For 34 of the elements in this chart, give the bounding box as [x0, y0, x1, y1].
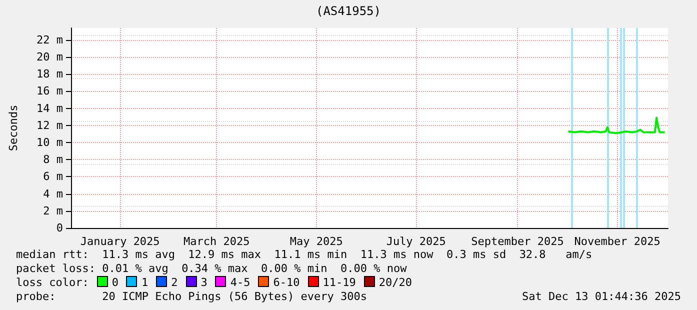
y-tick-label: 18 m — [36, 68, 64, 81]
text: 3 — [200, 276, 208, 289]
text: packet loss: 0.01 % avg 0.34 % max 0.00 % min 0.00 % now — [16, 262, 407, 275]
x-tick-label: July 2025 — [386, 235, 446, 248]
x-tick-label: January 2025 — [80, 235, 160, 248]
x-tick-label: September 2025 — [471, 235, 564, 248]
y-tick-label: 22 m — [36, 33, 64, 46]
y-tick-label: 10 m — [36, 136, 64, 150]
y-tick-label: 12 m — [36, 118, 64, 132]
y-axis-title: Seconds — [7, 104, 20, 152]
x-tick-label: March 2025 — [183, 235, 250, 248]
x-tick-label: November 2025 — [574, 235, 660, 248]
text: 2 — [171, 276, 178, 289]
text: Sat Dec 13 01:44:36 2025 — [522, 290, 681, 303]
y-tick-label: 14 m — [36, 102, 64, 115]
y-tick-label: 4 m — [43, 187, 64, 200]
y-tick-label: 2 m — [43, 204, 64, 218]
text: probe: 20 ICMP Echo Pings (56 Bytes) every 300s — [16, 290, 367, 303]
text: 11-19 — [322, 276, 356, 289]
y-tick-label: 8 m — [43, 153, 64, 166]
text: median rtt: 11.3 ms avg 12.9 ms max 11.1 ms min 11.3 ms now 0.3 ms sd 32.8 am/s — [16, 248, 592, 261]
text: 6-10 — [273, 276, 300, 289]
line-series — [567, 116, 666, 134]
y-tick-label: 6 m — [43, 170, 64, 184]
text: 4-5 — [230, 276, 250, 289]
text: 20/20 — [378, 276, 412, 289]
y-tick-label: 0 — [56, 222, 63, 234]
y-tick-label: 20 m — [36, 50, 64, 64]
y-tick-label: 16 m — [36, 84, 64, 98]
x-tick-label: May 2025 — [290, 235, 343, 248]
text: 0 — [112, 276, 118, 289]
chart-title: (AS41955) — [314, 4, 382, 18]
text: 1 — [141, 276, 148, 289]
text: loss color: — [16, 276, 89, 289]
